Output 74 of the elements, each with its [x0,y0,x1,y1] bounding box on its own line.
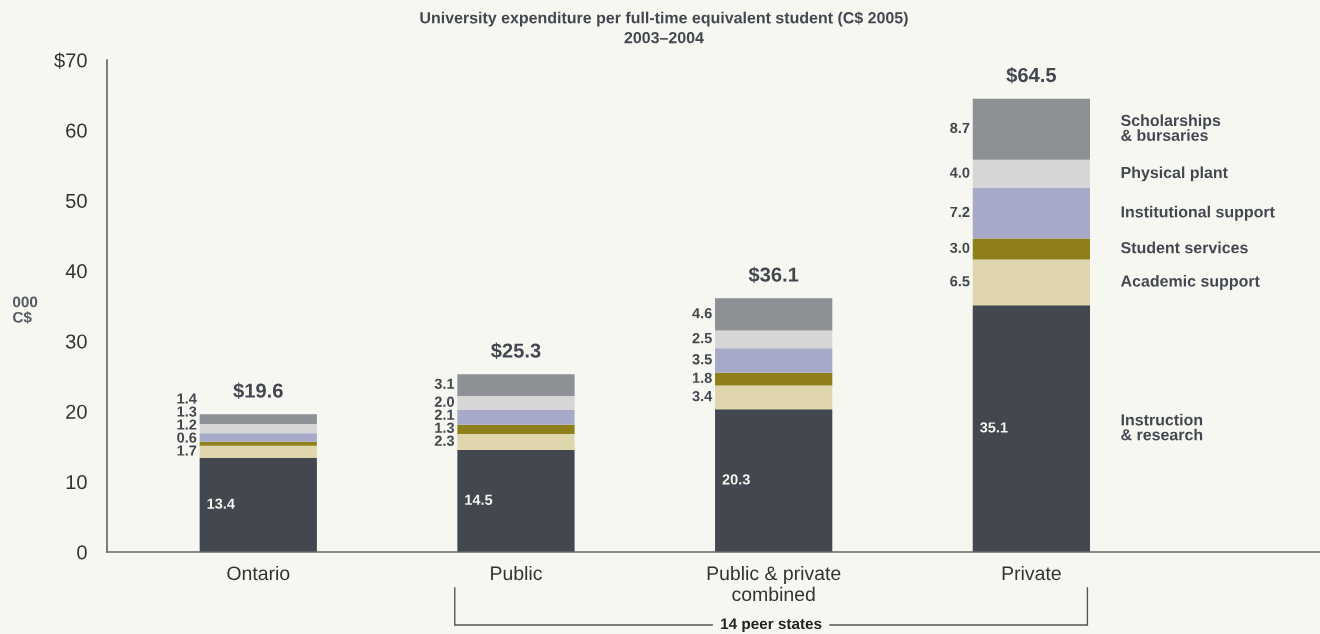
y-tick-label: 0 [77,545,87,560]
text: 14 peer states [721,618,822,633]
x-tick-label: Public [491,565,542,581]
chart-title: University expenditure per full-time equivalent student (C$ 2005) [420,11,908,27]
bar [199,457,317,552]
bar [715,348,833,373]
series-label: Institutional support [1121,205,1275,221]
bar [715,372,833,386]
bar [457,424,575,434]
bar [972,187,1090,239]
y-tick-label: 10 [66,474,87,490]
bar [972,305,1090,552]
data-label: 4.6 [692,308,712,319]
data-label: 1.3 [435,422,455,433]
bar [972,98,1090,160]
total-label: $36.1 [748,266,799,284]
bar [457,374,575,396]
y-tick-label: $70 [54,52,87,69]
data-label: 20.3 [722,474,750,485]
bar [715,298,833,331]
data-label: 2.5 [692,332,712,344]
y-axis-title: 000 C$ [12,296,38,324]
series-label: Academic support [1120,275,1260,290]
x-tick-label: Ontario [227,565,290,581]
total-label: $19.6 [233,382,283,400]
data-label: 0.6 [177,432,197,443]
bar [457,450,575,552]
bar [972,238,1090,260]
chart-subtitle: 2003–2004 [624,31,704,44]
series-label: Physical plant [1121,166,1228,182]
x-tick-label: Public & private combined [707,565,841,602]
data-label: 3.0 [950,242,970,253]
y-tick-label: 40 [65,264,87,279]
data-label: 1.2 [177,419,197,430]
data-label: 7.2 [950,206,970,217]
y-tick-label: 30 [65,334,87,349]
data-label: 1.4 [177,393,197,404]
data-label: 13.4 [207,498,235,509]
data-label: 35.1 [980,422,1008,433]
data-label: 1.8 [692,372,712,384]
y-tick-label: 20 [66,404,87,419]
bar [457,433,575,451]
data-label: 3.5 [692,354,712,365]
data-label: 1.7 [177,445,197,456]
data-label: 6.5 [950,276,970,287]
data-label: 2.0 [434,396,454,407]
bar [199,414,317,425]
bar [199,424,317,434]
bar [457,395,575,411]
series-label: Scholarships & bursaries [1121,114,1221,141]
bar [199,441,317,446]
bar [715,330,833,349]
data-label: 2.1 [434,409,455,420]
data-label: 2.3 [434,435,455,446]
data-label: 14.5 [465,494,493,505]
y-tick-label: 60 [66,123,87,138]
bar [715,409,833,552]
total-label: $64.5 [1006,67,1057,84]
series-label: Student services [1121,241,1248,254]
bar [457,410,575,425]
data-label: 3.1 [434,378,455,390]
y-tick-label: 50 [65,193,87,209]
data-label: 3.4 [692,390,713,402]
data-label: 1.3 [177,406,197,417]
bar [199,433,317,442]
x-tick-label: Private [1002,565,1061,581]
bar [199,445,317,458]
bar [972,259,1090,306]
series-label: Instruction & research [1121,413,1203,441]
bar [715,385,833,410]
data-label: 8.7 [950,122,970,134]
total-label: $25.3 [491,342,541,359]
bar [972,159,1090,188]
data-label: 4.0 [949,167,970,178]
